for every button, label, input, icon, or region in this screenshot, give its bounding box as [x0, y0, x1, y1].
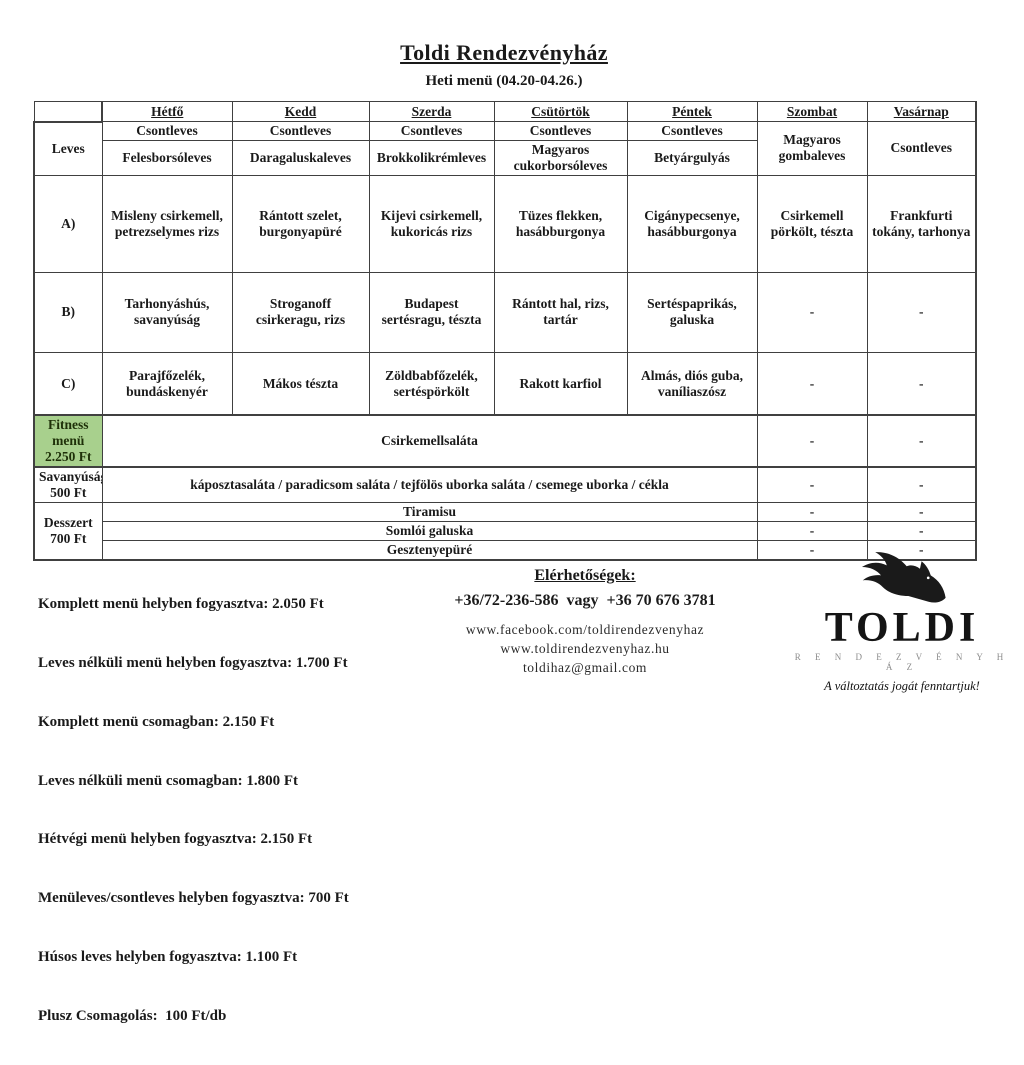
- price-line: Leves nélküli menü helyben fogyasztva: 1…: [38, 654, 348, 671]
- page-title: Toldi Rendezvényház: [400, 40, 608, 65]
- savanyusag-value: káposztasaláta / paradicsom saláta / tej…: [101, 466, 758, 503]
- menu-cell: -: [756, 501, 868, 522]
- price-line: Menüleves/csontleves helyben fogyasztva:…: [38, 890, 349, 907]
- menu-cell: Cigánypecsenye, hasábburgonya: [626, 174, 758, 273]
- menu-cell: Tarhonyáshús, savanyúság: [101, 271, 233, 353]
- menu-cell: -: [866, 520, 977, 541]
- table-corner-empty: [33, 101, 103, 122]
- savanyusag-label-cell: Savanyúság 500 Ft: [33, 466, 103, 503]
- menu-cell: -: [866, 466, 977, 503]
- menu-cell: -: [756, 466, 868, 503]
- row-label-a: A): [33, 174, 103, 273]
- menu-cell: Budapest sertésragu, tészta: [368, 271, 495, 353]
- page-header: Toldi Rendezvényház Heti menü (04.20-04.…: [33, 40, 975, 90]
- menu-cell: -: [756, 351, 868, 416]
- contact-website: www.toldirendezvenyhaz.hu: [500, 641, 670, 656]
- contact-phone: +36/72-236-586 vagy +36 70 676 3781: [454, 592, 716, 609]
- desszert-price: 700 Ft: [50, 530, 87, 546]
- menu-cell: Csontleves: [101, 121, 233, 141]
- menu-cell: -: [756, 520, 868, 541]
- desszert-label: Desszert: [43, 514, 93, 530]
- menu-cell: -: [866, 414, 977, 468]
- day-header-vasarnap: Vasárnap: [866, 101, 977, 122]
- horse-head-icon: [862, 552, 946, 603]
- desszert-item: Gesztenyepüré: [101, 539, 758, 561]
- menu-cell: -: [756, 539, 868, 561]
- menu-cell: -: [866, 501, 977, 522]
- day-header-szombat: Szombat: [756, 101, 868, 122]
- logo-name: TOLDI: [824, 605, 980, 651]
- day-header-szerda: Szerda: [368, 101, 495, 122]
- price-line: Plusz Csomagolás: 100 Ft/db: [38, 1007, 227, 1024]
- menu-cell: Stroganoff csirkeragu, rizs: [231, 271, 370, 353]
- fitness-menu-label: Fitness menü: [48, 417, 89, 449]
- desszert-item: Tiramisu: [101, 501, 758, 522]
- day-header-kedd: Kedd: [231, 101, 370, 122]
- menu-cell: -: [866, 271, 977, 353]
- price-line: Hétvégi menü helyben fogyasztva: 2.150 F…: [38, 831, 313, 848]
- weekly-menu-table: Hétfő Kedd Szerda Csütörtök Péntek Szomb…: [33, 101, 977, 561]
- menu-cell: Csontleves: [493, 121, 628, 141]
- savanyusag-label: Savanyúság: [39, 469, 102, 485]
- menu-cell: Felesborsóleves: [101, 139, 233, 176]
- row-label-c: C): [33, 351, 103, 416]
- contact-links: www.facebook.com/toldirendezvenyhaz www.…: [420, 620, 750, 677]
- logo-disclaimer: A változtatás jogát fenntartjuk!: [824, 679, 980, 693]
- menu-cell: Zöldbabfőzelék, sertéspörkölt: [368, 351, 495, 416]
- logo-subtitle: R E N D E Z V É N Y H Á Z: [794, 652, 1010, 672]
- menu-cell: -: [866, 351, 977, 416]
- menu-cell: Tüzes flekken, hasábburgonya: [493, 174, 628, 273]
- fitness-label-cell: Fitness menü 2.250 Ft: [33, 414, 103, 468]
- page-subtitle: Heti menü (04.20-04.26.): [425, 73, 583, 89]
- contact-email: toldihaz@gmail.com: [522, 660, 648, 675]
- day-header-pentek: Péntek: [626, 101, 758, 122]
- menu-cell: Csontleves: [368, 121, 495, 141]
- toldi-logo: TOLDI R E N D E Z V É N Y H Á Z A változ…: [788, 548, 1016, 694]
- price-list: Komplett menü helyben fogyasztva: 2.050 …: [38, 556, 349, 1065]
- menu-cell: -: [756, 414, 868, 468]
- menu-cell: -: [756, 271, 868, 353]
- menu-cell: Rántott szelet, burgonyapüré: [231, 174, 370, 273]
- price-line: Komplett menü csomagban: 2.150 Ft: [38, 713, 275, 730]
- desszert-label-cell: Desszert 700 Ft: [33, 501, 103, 561]
- menu-cell: Magyaros gombaleves: [756, 121, 868, 176]
- menu-cell: -: [866, 539, 977, 561]
- row-label-b: B): [33, 271, 103, 353]
- savanyusag-price: 500 Ft: [50, 484, 87, 500]
- fitness-menu-value: Csirkemellsaláta: [101, 414, 758, 468]
- menu-cell: Rántott hal, rizs, tartár: [493, 271, 628, 353]
- menu-cell: Kijevi csirkemell, kukoricás rizs: [368, 174, 495, 273]
- menu-cell: Daragaluskaleves: [231, 139, 370, 176]
- menu-cell: Magyaros cukorborsóleves: [493, 139, 628, 176]
- menu-cell: Csontleves: [866, 121, 977, 176]
- menu-cell: Betyárgulyás: [626, 139, 758, 176]
- menu-cell: Mákos tészta: [231, 351, 370, 416]
- fitness-menu-price: 2.250 Ft: [45, 449, 92, 465]
- price-line: Húsos leves helyben fogyasztva: 1.100 Ft: [38, 948, 298, 965]
- desszert-item: Somlói galuska: [101, 520, 758, 541]
- menu-cell: Csontleves: [231, 121, 370, 141]
- menu-cell: Almás, diós guba, vaníliaszósz: [626, 351, 758, 416]
- contact-block: Elérhetőségek: +36/72-236-586 vagy +36 7…: [420, 567, 750, 677]
- day-header-csutortok: Csütörtök: [493, 101, 628, 122]
- row-label-leves: Leves: [33, 120, 103, 176]
- menu-cell: Rakott karfiol: [493, 351, 628, 416]
- price-line: Leves nélküli menü csomagban: 1.800 Ft: [38, 772, 299, 789]
- menu-cell: Misleny csirkemell, petrezselymes rizs: [101, 174, 233, 273]
- menu-cell: Sertéspaprikás, galuska: [626, 271, 758, 353]
- menu-cell: Csontleves: [626, 121, 758, 141]
- day-header-hetfo: Hétfő: [101, 101, 233, 122]
- menu-cell: Parajfőzelék, bundáskenyér: [101, 351, 233, 416]
- price-line: Komplett menü helyben fogyasztva: 2.050 …: [38, 596, 324, 613]
- menu-cell: Brokkolikrémleves: [368, 139, 495, 176]
- contact-facebook: www.facebook.com/toldirendezvenyhaz: [465, 622, 705, 637]
- menu-cell: Csirkemell pörkölt, tészta: [756, 174, 868, 273]
- contact-heading: Elérhetőségek:: [534, 567, 636, 584]
- menu-cell: Frankfurti tokány, tarhonya: [866, 174, 977, 273]
